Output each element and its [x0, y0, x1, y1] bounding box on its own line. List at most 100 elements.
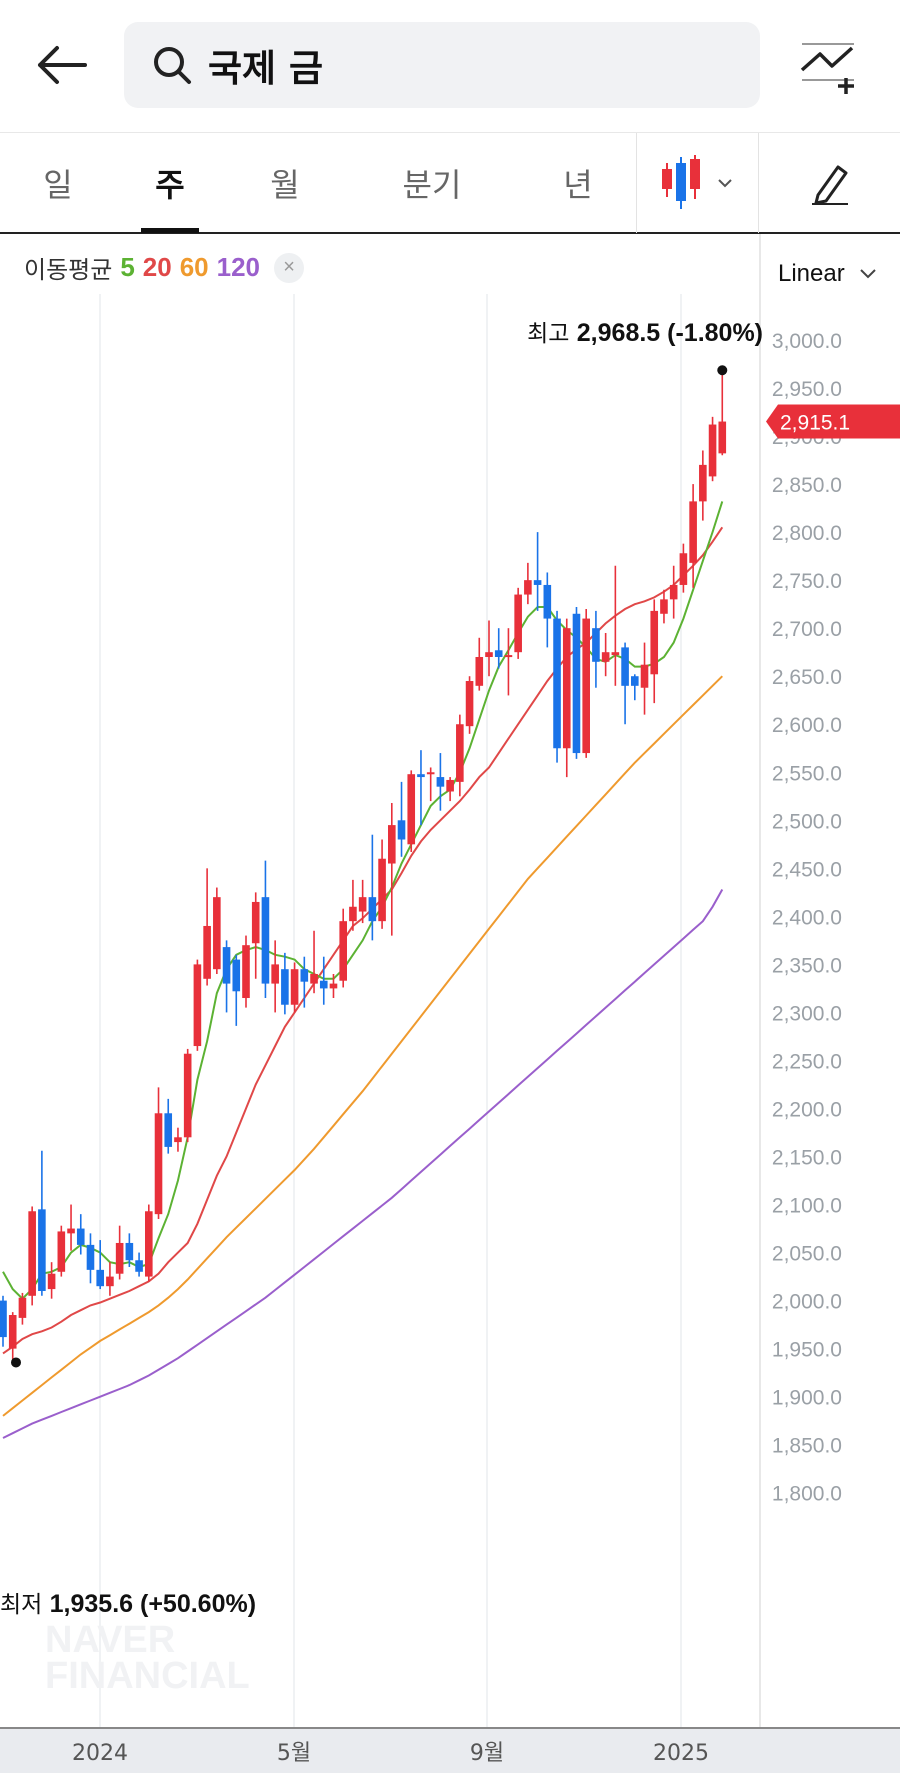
y-tick-label: 2,000.0 — [772, 1291, 842, 1314]
candle-body — [300, 969, 309, 982]
chart-add-icon — [800, 43, 854, 94]
y-tick-label: 2,400.0 — [772, 906, 842, 929]
candle-body — [339, 921, 347, 981]
candle — [397, 781, 406, 857]
candle-body — [456, 724, 464, 782]
candle — [290, 962, 299, 1013]
candle-body — [18, 1297, 27, 1318]
candle-body — [699, 464, 707, 502]
current-price-tag — [766, 404, 900, 439]
candle — [660, 589, 668, 624]
candle-body — [572, 613, 581, 754]
candle-body — [183, 1053, 192, 1138]
candlestick-chart[interactable]: NAVERFINANCIAL3,000.02,950.02,900.02,850… — [0, 234, 900, 1773]
ma120-line — [2, 889, 724, 1439]
candle — [96, 1240, 104, 1290]
candle — [631, 674, 639, 701]
chart-type-dropdown[interactable] — [636, 133, 758, 233]
candle-body — [504, 655, 513, 658]
tab-day[interactable]: 일 — [43, 166, 73, 204]
y-tick-label: 2,800.0 — [772, 522, 842, 545]
candle-body — [57, 1231, 66, 1272]
candle-body — [242, 945, 250, 999]
search-query: 국제 금 — [208, 47, 324, 90]
y-tick-label: 3,000.0 — [772, 330, 842, 353]
candle-body — [281, 969, 289, 1005]
search-input[interactable]: 국제 금 — [124, 22, 760, 108]
candle — [310, 930, 318, 994]
candle-body — [465, 681, 474, 727]
tab-divider — [758, 133, 759, 233]
period-tabs: 일 주 월 분기 년 — [0, 132, 900, 234]
tab-quarter[interactable]: 분기 — [402, 166, 462, 204]
y-tick-label: 1,850.0 — [772, 1435, 842, 1458]
candle — [524, 562, 532, 605]
scale-label: Linear — [778, 260, 845, 287]
candle — [358, 879, 367, 924]
candle-body — [426, 772, 435, 775]
candle-body — [38, 1209, 46, 1291]
candle — [553, 610, 561, 763]
moving-average-legend: 이동평균 5 20 60 120 × — [24, 250, 305, 285]
low-marker-dot — [11, 1357, 21, 1368]
candle-body — [689, 501, 697, 563]
top-bar: 국제 금 — [0, 0, 900, 132]
candle — [592, 610, 600, 688]
y-tick-label: 2,850.0 — [772, 474, 842, 497]
candle-body — [329, 983, 338, 989]
candle-body — [524, 580, 532, 595]
candle-body — [203, 925, 211, 979]
candle — [47, 1262, 56, 1299]
candle — [164, 1098, 173, 1154]
tab-month[interactable]: 월 — [270, 166, 300, 204]
candle — [689, 484, 697, 588]
y-tick-label: 2,600.0 — [772, 714, 842, 737]
price-chart[interactable]: 이동평균 5 20 60 120 × Linear NAVER FINANCIAL… — [0, 234, 900, 1773]
candle — [38, 1150, 46, 1296]
candle — [378, 839, 386, 929]
candlestick-icon — [662, 155, 732, 209]
candle-body — [135, 1260, 143, 1272]
candle — [456, 714, 464, 797]
candle-body — [378, 858, 386, 922]
candle-body — [514, 594, 522, 653]
candle-body — [368, 897, 377, 922]
candle — [203, 868, 211, 986]
candle-body — [679, 553, 688, 585]
y-tick-label: 2,050.0 — [772, 1243, 842, 1266]
y-tick-label: 2,550.0 — [772, 762, 842, 785]
candle-body — [640, 664, 649, 688]
candle-body — [592, 628, 600, 662]
low-marker-label: 최저 1,935.6 (+50.60%) — [0, 1590, 256, 1618]
back-button[interactable] — [30, 36, 92, 94]
ma-60-label: 60 — [179, 252, 209, 282]
candle — [388, 803, 396, 936]
candle — [572, 607, 581, 759]
candle-body — [106, 1276, 114, 1287]
tab-week[interactable]: 주 — [130, 133, 210, 233]
candle — [562, 618, 571, 778]
candle-body — [193, 964, 202, 1047]
candle — [329, 973, 338, 999]
y-tick-label: 2,450.0 — [772, 858, 842, 881]
close-ma-button[interactable]: × — [274, 252, 305, 283]
candle-body — [76, 1228, 85, 1245]
candle-body — [397, 820, 406, 840]
arrow-left-icon — [38, 46, 87, 84]
drawing-tool-button[interactable] — [760, 133, 900, 233]
ma-title: 이동평균 — [24, 256, 113, 284]
tab-year[interactable]: 년 — [563, 166, 593, 204]
candle-body — [213, 897, 221, 970]
candle — [174, 1127, 182, 1152]
add-compare-chart-button[interactable] — [796, 40, 862, 96]
candle-body — [115, 1242, 124, 1274]
x-tick-label: 5월 — [277, 1741, 311, 1766]
candle — [514, 587, 522, 659]
candle-body — [174, 1137, 182, 1143]
candle — [281, 952, 289, 1015]
scale-dropdown[interactable]: Linear — [778, 260, 877, 288]
candle-body — [358, 897, 367, 912]
candle — [436, 753, 445, 811]
candle-body — [271, 964, 279, 984]
y-tick-label: 2,700.0 — [772, 618, 842, 641]
